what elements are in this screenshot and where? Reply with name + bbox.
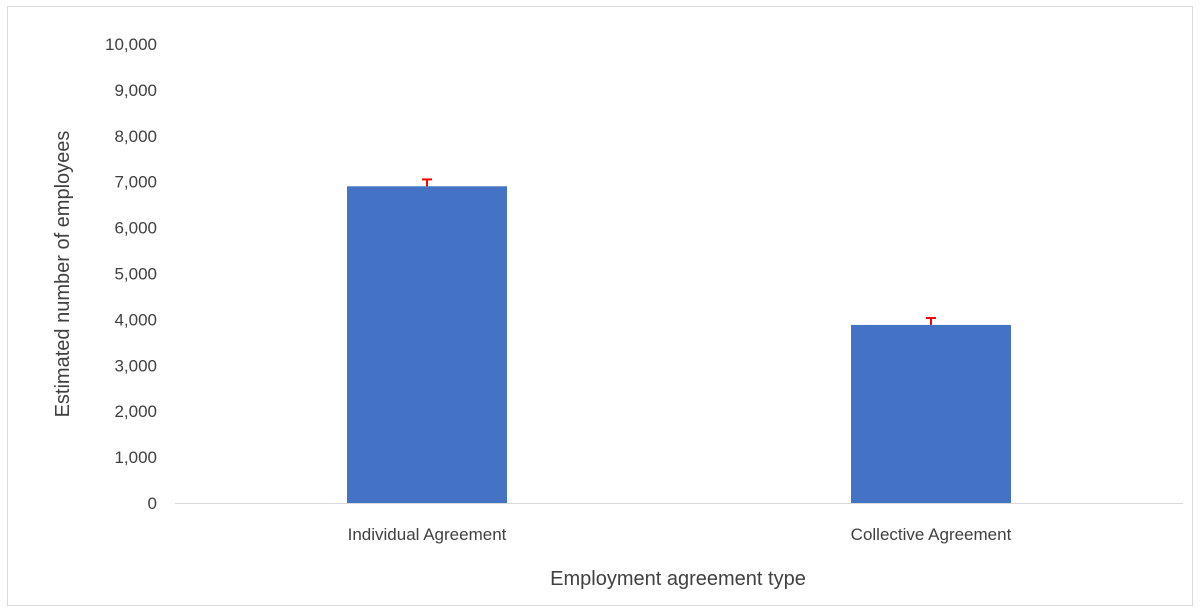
y-tick-label: 7,000: [114, 173, 157, 192]
y-tick-label: 6,000: [114, 219, 157, 238]
chart-frame: [7, 6, 1193, 606]
y-tick-label: 1,000: [114, 448, 157, 467]
y-tick-label: 0: [148, 494, 157, 513]
error-bars: [422, 178, 936, 325]
x-axis-ticks: Individual Agreement Collective Agreement: [348, 525, 1012, 544]
x-tick-label: Collective Agreement: [851, 525, 1012, 544]
y-tick-label: 5,000: [114, 265, 157, 284]
y-tick-label: 10,000: [105, 35, 157, 54]
bars: [347, 186, 1011, 504]
bar: [347, 186, 507, 504]
y-tick-label: 2,000: [114, 402, 157, 421]
bar: [851, 324, 1011, 503]
y-tick-label: 4,000: [114, 310, 157, 329]
y-tick-label: 8,000: [114, 127, 157, 146]
y-axis-title: Estimated number of employees: [52, 131, 74, 418]
y-tick-label: 3,000: [114, 356, 157, 375]
y-tick-label: 9,000: [114, 81, 157, 100]
x-axis-title: Employment agreement type: [550, 568, 806, 590]
x-tick-label: Individual Agreement: [348, 525, 507, 544]
y-axis-ticks: 0 1,000 2,000 3,000 4,000 5,000 6,000 7,000 8,00…: [105, 35, 157, 513]
